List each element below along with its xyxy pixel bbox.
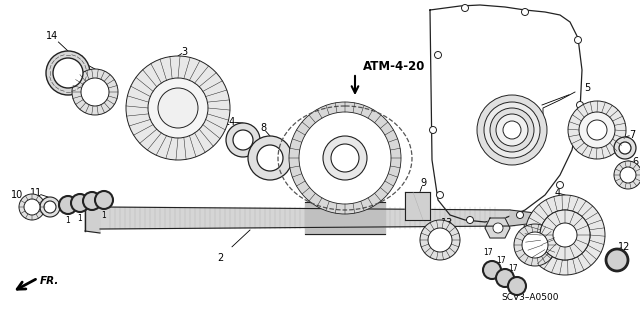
Text: 5: 5 xyxy=(584,83,590,93)
Circle shape xyxy=(248,136,292,180)
Circle shape xyxy=(614,161,640,189)
Text: 16: 16 xyxy=(72,55,84,65)
Text: 1: 1 xyxy=(102,211,106,220)
Text: 3: 3 xyxy=(181,47,187,57)
Polygon shape xyxy=(85,203,100,233)
Circle shape xyxy=(323,136,367,180)
Circle shape xyxy=(514,224,556,266)
Text: 6: 6 xyxy=(632,157,638,167)
Circle shape xyxy=(40,197,60,217)
Circle shape xyxy=(226,123,260,157)
Circle shape xyxy=(46,51,90,95)
Circle shape xyxy=(579,112,615,148)
Circle shape xyxy=(257,145,283,171)
Text: 7: 7 xyxy=(629,130,635,140)
Circle shape xyxy=(311,124,379,192)
Circle shape xyxy=(477,95,547,165)
Circle shape xyxy=(293,106,397,210)
Circle shape xyxy=(428,228,452,252)
Text: 9: 9 xyxy=(420,178,426,188)
Circle shape xyxy=(496,269,514,287)
Text: FR.: FR. xyxy=(40,276,60,286)
Circle shape xyxy=(289,102,401,214)
Circle shape xyxy=(148,78,208,138)
Circle shape xyxy=(496,114,528,146)
Circle shape xyxy=(44,201,56,213)
Text: SCV3–A0500: SCV3–A0500 xyxy=(501,293,559,302)
Polygon shape xyxy=(485,218,510,238)
Circle shape xyxy=(522,232,548,258)
Text: 17: 17 xyxy=(483,248,493,257)
Circle shape xyxy=(299,112,391,204)
Circle shape xyxy=(516,211,524,219)
Circle shape xyxy=(233,130,253,150)
Text: 12: 12 xyxy=(618,242,630,252)
Text: 15: 15 xyxy=(521,223,533,233)
Circle shape xyxy=(461,4,468,11)
Text: 1: 1 xyxy=(66,216,70,225)
Circle shape xyxy=(493,223,503,233)
Circle shape xyxy=(467,217,474,224)
Text: 13: 13 xyxy=(441,218,453,228)
Polygon shape xyxy=(305,202,385,234)
Circle shape xyxy=(24,199,40,215)
Circle shape xyxy=(550,220,580,250)
Text: ATM-4-20: ATM-4-20 xyxy=(363,60,426,72)
Circle shape xyxy=(525,195,605,275)
Circle shape xyxy=(577,101,584,108)
Circle shape xyxy=(435,51,442,58)
Circle shape xyxy=(568,101,626,159)
Circle shape xyxy=(606,249,628,271)
Circle shape xyxy=(436,191,444,198)
Text: 1: 1 xyxy=(77,214,83,223)
Circle shape xyxy=(83,192,101,210)
Text: 11: 11 xyxy=(30,188,42,198)
Circle shape xyxy=(72,69,118,115)
Circle shape xyxy=(540,210,590,260)
Circle shape xyxy=(620,167,636,183)
Circle shape xyxy=(557,182,563,189)
Circle shape xyxy=(71,194,89,212)
Circle shape xyxy=(508,277,526,295)
Circle shape xyxy=(490,108,534,152)
Circle shape xyxy=(299,112,391,204)
Circle shape xyxy=(19,194,45,220)
Circle shape xyxy=(59,196,77,214)
Polygon shape xyxy=(100,207,515,229)
Circle shape xyxy=(503,121,521,139)
Polygon shape xyxy=(405,192,430,220)
Circle shape xyxy=(614,137,636,159)
Circle shape xyxy=(158,88,198,128)
Text: 14: 14 xyxy=(224,117,236,127)
Circle shape xyxy=(553,223,577,247)
Circle shape xyxy=(95,191,113,209)
Polygon shape xyxy=(510,210,535,226)
Circle shape xyxy=(305,118,385,198)
Text: 4: 4 xyxy=(555,188,561,198)
Circle shape xyxy=(53,58,83,88)
Circle shape xyxy=(619,142,631,154)
Text: 10: 10 xyxy=(11,190,23,200)
Circle shape xyxy=(587,120,607,140)
Text: 17: 17 xyxy=(496,256,506,265)
Circle shape xyxy=(429,127,436,133)
Circle shape xyxy=(522,9,529,16)
Text: 2: 2 xyxy=(217,253,223,263)
Circle shape xyxy=(484,102,540,158)
Circle shape xyxy=(575,36,582,43)
Circle shape xyxy=(317,130,373,186)
Text: 1: 1 xyxy=(90,212,94,221)
Circle shape xyxy=(331,144,359,172)
Text: 14: 14 xyxy=(46,31,58,41)
Circle shape xyxy=(540,210,590,260)
Circle shape xyxy=(483,261,501,279)
Circle shape xyxy=(420,220,460,260)
Text: 8: 8 xyxy=(260,123,266,133)
Circle shape xyxy=(126,56,230,160)
Circle shape xyxy=(81,78,109,106)
Text: 17: 17 xyxy=(508,264,518,273)
